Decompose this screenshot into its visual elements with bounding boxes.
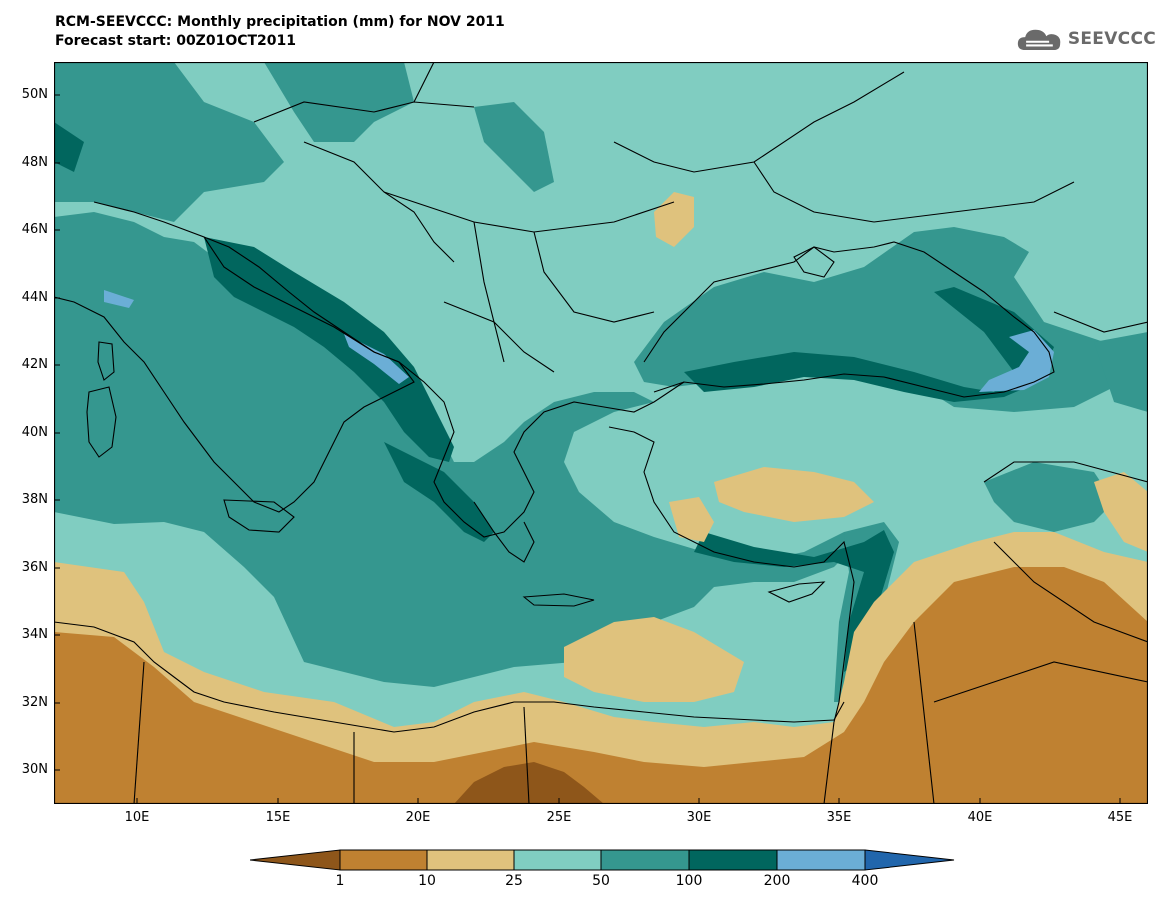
- colorbar-label: 400: [851, 873, 879, 889]
- zone-1-10-north-africa: [54, 567, 1148, 804]
- lat-label: 48N: [21, 155, 48, 170]
- zone-100-200-taurus: [694, 530, 894, 672]
- zone-100-200-blacksea: [684, 287, 1054, 402]
- zone-10-25-anatolia-west: [669, 497, 714, 542]
- zone-100-200-west-alps: [54, 122, 84, 172]
- precipitation-map: [54, 62, 1148, 804]
- seevccc-logo: SEEVCCC: [1016, 24, 1156, 54]
- zone-200-400-caucasus: [979, 330, 1054, 392]
- zone-50-100-mesopotamia: [984, 462, 1114, 532]
- colorbar-gt400: [864, 849, 955, 871]
- forecast-start-label: Forecast start: 00Z01OCT2011: [55, 33, 297, 49]
- lon-label: 25E: [546, 810, 572, 825]
- map-title: RCM-SEEVCCC: Monthly precipitation (mm) …: [55, 14, 505, 30]
- zone-50-100-carpathians: [474, 102, 554, 192]
- zone-lt1-sahara: [454, 762, 604, 804]
- lat-label: 44N: [21, 290, 48, 305]
- logo-text: SEEVCCC: [1067, 29, 1156, 49]
- zone-10-25-libya-coast: [564, 617, 744, 702]
- zone-10-25-anatolia-central: [714, 467, 874, 522]
- lat-label: 32N: [21, 695, 48, 710]
- lat-label: 30N: [21, 762, 48, 777]
- colorbar-label: 100: [675, 873, 703, 889]
- lon-label: 30E: [686, 810, 712, 825]
- zone-10-25-mesopotamia: [1094, 472, 1148, 552]
- colorbar-100-200: [688, 849, 778, 871]
- colorbar-label: 25: [505, 873, 523, 889]
- zone-50-100-alps: [54, 62, 284, 222]
- colorbar-label: 1: [335, 873, 345, 889]
- lat-label: 40N: [21, 425, 48, 440]
- lon-label: 40E: [967, 810, 993, 825]
- lat-label: 36N: [21, 560, 48, 575]
- colorbar-label: 200: [763, 873, 791, 889]
- lat-label: 50N: [21, 87, 48, 102]
- lat-label: 34N: [21, 627, 48, 642]
- lon-label: 35E: [826, 810, 852, 825]
- colorbar-200-400: [776, 849, 866, 871]
- lat-label: 42N: [21, 357, 48, 372]
- zone-50-100-caucasus-east: [1094, 332, 1148, 412]
- cloud-icon: [1017, 29, 1061, 51]
- colorbar: [250, 849, 955, 871]
- colorbar-lt1: [250, 849, 341, 871]
- colorbar-25-50: [513, 849, 602, 871]
- zone-200-400-liguria: [104, 290, 134, 308]
- colorbar-1-10: [339, 849, 428, 871]
- colorbar-label: 50: [592, 873, 610, 889]
- axis-ticks: [54, 94, 1121, 804]
- lat-label: 46N: [21, 222, 48, 237]
- coastlines: [54, 62, 1148, 804]
- lon-label: 10E: [124, 810, 150, 825]
- colorbar-10-25: [426, 849, 515, 871]
- zone-200-400-adriatic: [344, 334, 409, 384]
- lat-label: 38N: [21, 492, 48, 507]
- zone-50-100-central-europe: [264, 62, 414, 142]
- colorbar-50-100: [600, 849, 690, 871]
- lon-label: 15E: [265, 810, 291, 825]
- lon-label: 45E: [1107, 810, 1133, 825]
- lon-label: 20E: [405, 810, 431, 825]
- colorbar-label: 10: [418, 873, 436, 889]
- zone-50-100-mediterranean: [54, 212, 864, 687]
